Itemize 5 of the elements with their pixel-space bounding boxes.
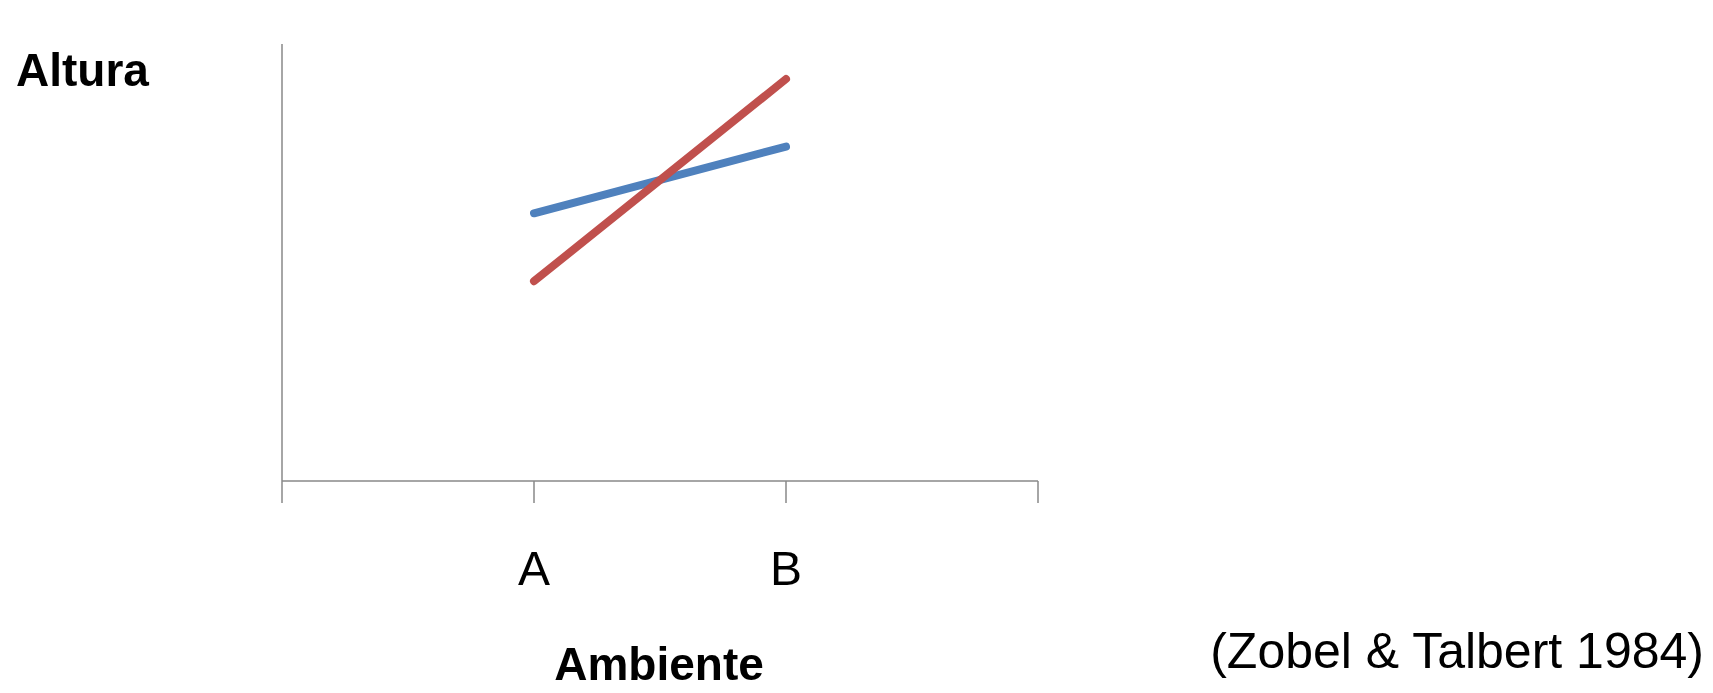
x-axis-title: Ambiente <box>554 638 764 690</box>
x-tick-label: A <box>517 542 551 595</box>
text: (Zobel & Talbert 1984) <box>1210 623 1704 679</box>
y-axis-title: Altura <box>16 44 150 96</box>
x-tick-label: B <box>769 542 803 595</box>
